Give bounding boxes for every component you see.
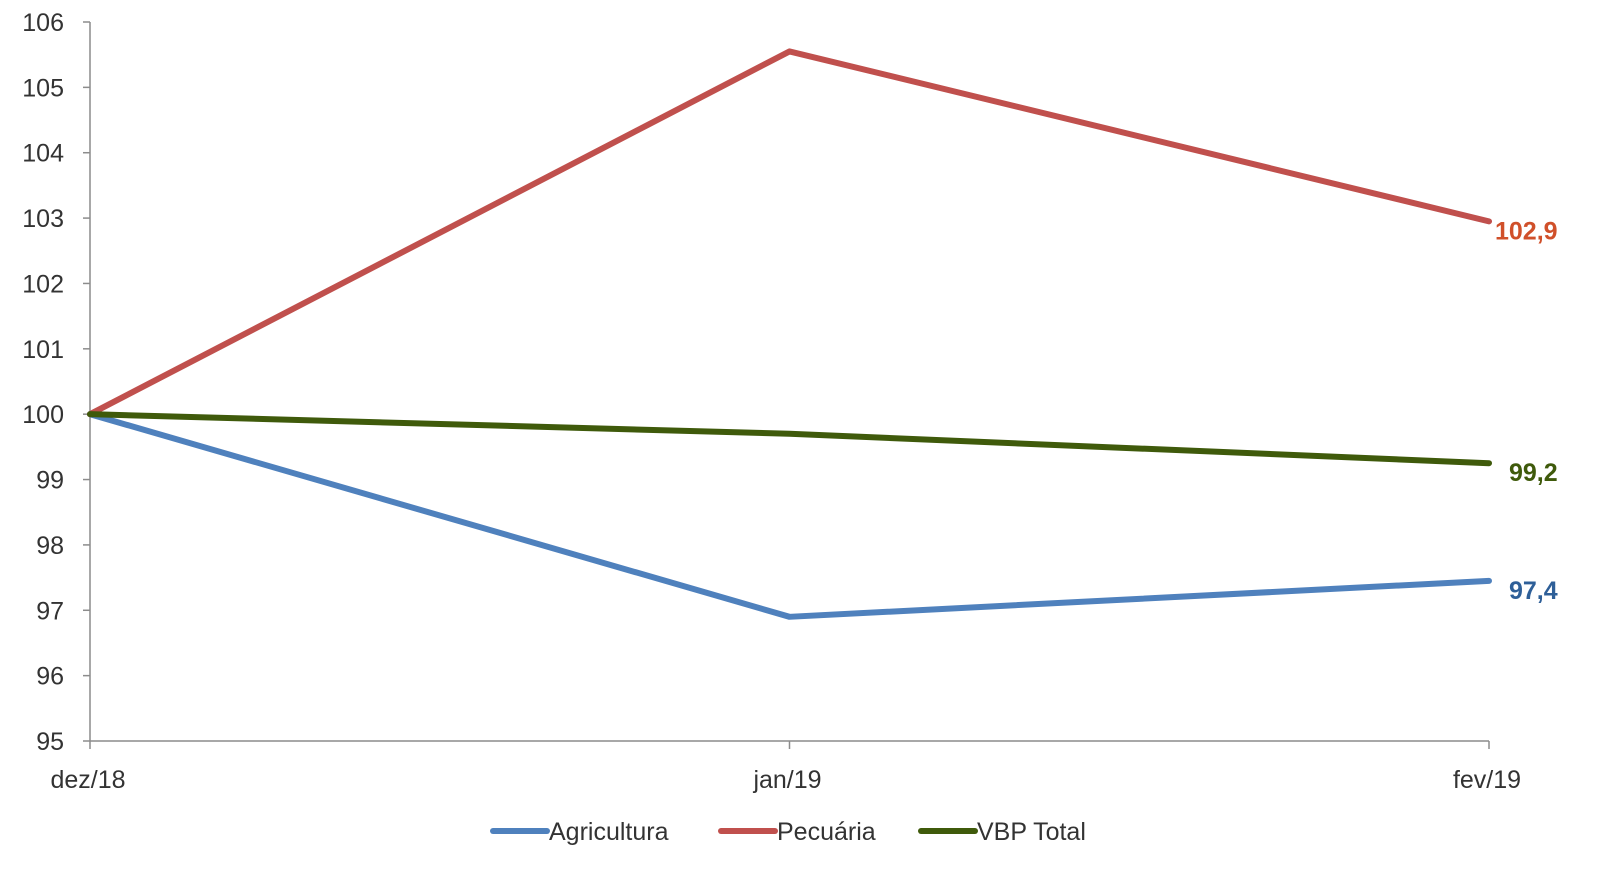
x-tick-label: jan/19 xyxy=(752,766,821,794)
y-tick-label: 101 xyxy=(22,336,64,364)
series-line-pecu-ria xyxy=(87,48,1492,418)
y-tick-label: 97 xyxy=(36,597,64,625)
end-labels: 97,4 102,9 99,2 xyxy=(1495,217,1558,605)
end-label-agricultura: 97,4 xyxy=(1509,577,1558,605)
y-ticks: 95 96 97 98 99 100 101 102 103 104 105 106 xyxy=(22,9,90,756)
y-tick-label: 100 xyxy=(22,401,64,429)
y-tick-label: 105 xyxy=(22,74,64,102)
series-lines xyxy=(87,48,1492,620)
x-tick-label: dez/18 xyxy=(50,766,125,794)
y-tick-label: 96 xyxy=(36,663,64,691)
y-tick-label: 106 xyxy=(22,9,64,37)
end-label-pecu-ria: 102,9 xyxy=(1495,217,1558,245)
legend-label-vbp-total: VBP Total xyxy=(977,818,1086,846)
y-tick-label: 104 xyxy=(22,140,64,168)
legend-label-agricultura: Agricultura xyxy=(549,818,669,846)
series-line-agricultura xyxy=(87,411,1492,620)
y-tick-label: 103 xyxy=(22,205,64,233)
y-tick-label: 98 xyxy=(36,532,64,560)
y-tick-label: 102 xyxy=(22,270,64,298)
legend-label-pecu-ria: Pecuária xyxy=(777,818,876,846)
legend: Agricultura Pecuária VBP Total xyxy=(490,818,1086,846)
x-ticks: dez/18 jan/19 fev/19 xyxy=(50,741,1521,794)
x-tick-label: fev/19 xyxy=(1453,766,1521,794)
y-tick-label: 99 xyxy=(36,467,64,495)
axes xyxy=(89,22,1489,742)
y-tick-label: 95 xyxy=(36,728,64,756)
end-label-vbp-total: 99,2 xyxy=(1509,459,1558,487)
series-line-vbp-total xyxy=(87,411,1492,467)
